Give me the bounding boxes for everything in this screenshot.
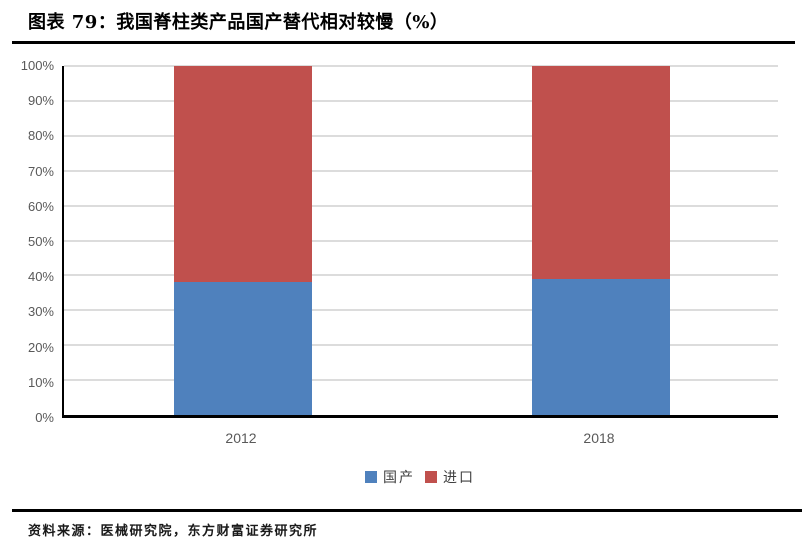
bar-2018 xyxy=(532,66,670,415)
plot-area xyxy=(62,65,778,418)
y-gridline xyxy=(64,309,778,312)
legend-item-进口: 进口 xyxy=(425,467,475,487)
source-note: 资料来源：医械研究院，东方财富证券研究所 xyxy=(28,524,319,539)
y-axis-tick-label: 10% xyxy=(27,374,54,390)
figure-title: 图表 79：我国脊柱类产品国产替代相对较慢（%） xyxy=(28,12,449,33)
y-gridline xyxy=(64,65,778,67)
footer-divider xyxy=(12,509,802,512)
y-axis-tick-label: 40% xyxy=(27,269,54,285)
y-axis-tick-label: 60% xyxy=(27,198,54,214)
y-axis-tick-label: 80% xyxy=(27,128,54,144)
y-gridline xyxy=(64,99,778,102)
bar-segment-国产 xyxy=(174,282,312,415)
y-axis-tick-label: 0% xyxy=(35,410,54,425)
legend-swatch-国产 xyxy=(365,471,377,483)
title-divider xyxy=(12,41,795,44)
bar-2012 xyxy=(174,66,312,415)
y-gridline xyxy=(64,204,778,207)
legend-label-进口: 进口 xyxy=(443,470,475,486)
bar-segment-进口 xyxy=(174,66,312,283)
legend-item-国产: 国产 xyxy=(365,467,415,487)
y-gridline xyxy=(64,379,778,382)
y-axis-tick-label: 100% xyxy=(20,58,54,73)
x-axis-category-label: 2018 xyxy=(583,430,615,446)
y-gridline xyxy=(64,344,778,347)
y-axis-tick-label: 90% xyxy=(27,93,54,109)
legend-swatch-进口 xyxy=(425,471,437,483)
bar-segment-国产 xyxy=(532,278,670,415)
y-axis-tick-label: 20% xyxy=(27,339,54,355)
y-gridline xyxy=(64,169,778,172)
y-axis-tick-label: 50% xyxy=(27,234,54,249)
y-gridline xyxy=(64,274,778,277)
x-axis-category-label: 2012 xyxy=(225,430,257,446)
y-gridline xyxy=(64,239,778,242)
y-gridline xyxy=(64,134,778,137)
y-axis-tick-label: 70% xyxy=(27,163,54,179)
legend-label-国产: 国产 xyxy=(383,470,415,486)
y-axis-tick-label: 30% xyxy=(27,304,54,320)
chart-legend: 国产 进口 xyxy=(62,467,778,487)
bar-segment-进口 xyxy=(532,66,670,279)
